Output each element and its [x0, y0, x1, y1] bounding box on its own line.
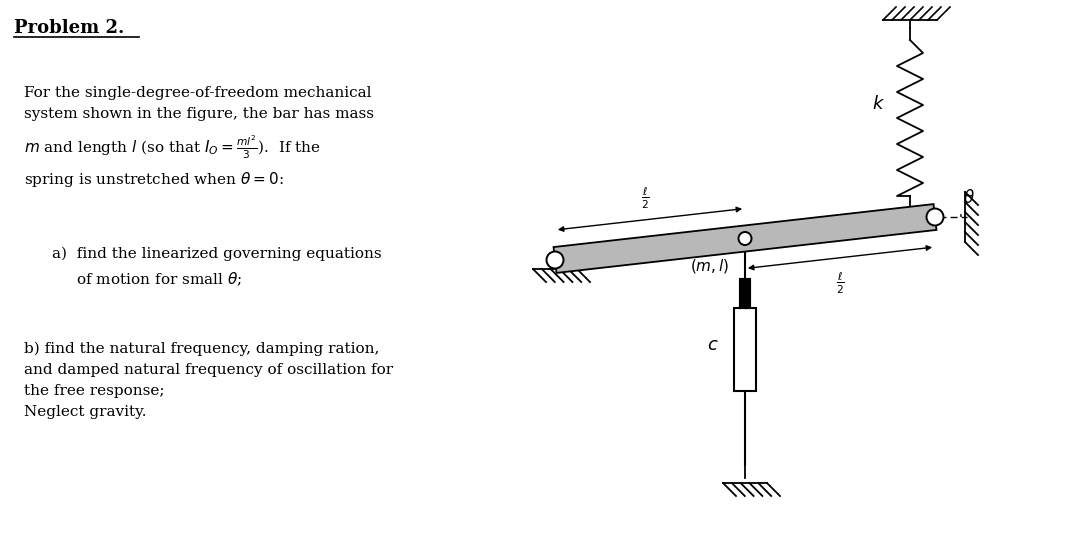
Text: $(m,l)$: $(m,l)$: [690, 257, 729, 275]
Text: $k$: $k$: [872, 95, 885, 113]
Text: $\frac{\ell}{2}$: $\frac{\ell}{2}$: [640, 186, 649, 211]
Bar: [740, 280, 750, 309]
Circle shape: [926, 209, 944, 225]
Text: For the single-degree-of-freedom mechanical
system shown in the figure, the bar : For the single-degree-of-freedom mechani…: [24, 86, 374, 189]
Text: a)  find the linearized governing equations
     of motion for small $\theta$;: a) find the linearized governing equatio…: [52, 247, 382, 287]
Text: $\theta$: $\theta$: [963, 189, 975, 207]
Circle shape: [738, 232, 751, 245]
Bar: [740, 280, 750, 309]
Text: b) find the natural frequency, damping ration,
and damped natural frequency of o: b) find the natural frequency, damping r…: [24, 341, 393, 419]
Text: $\frac{\ell}{2}$: $\frac{\ell}{2}$: [836, 271, 845, 296]
Bar: [734, 309, 755, 391]
Text: $c$: $c$: [707, 336, 719, 354]
Polygon shape: [553, 204, 937, 273]
Circle shape: [547, 251, 563, 269]
Text: Problem 2.: Problem 2.: [14, 19, 125, 37]
